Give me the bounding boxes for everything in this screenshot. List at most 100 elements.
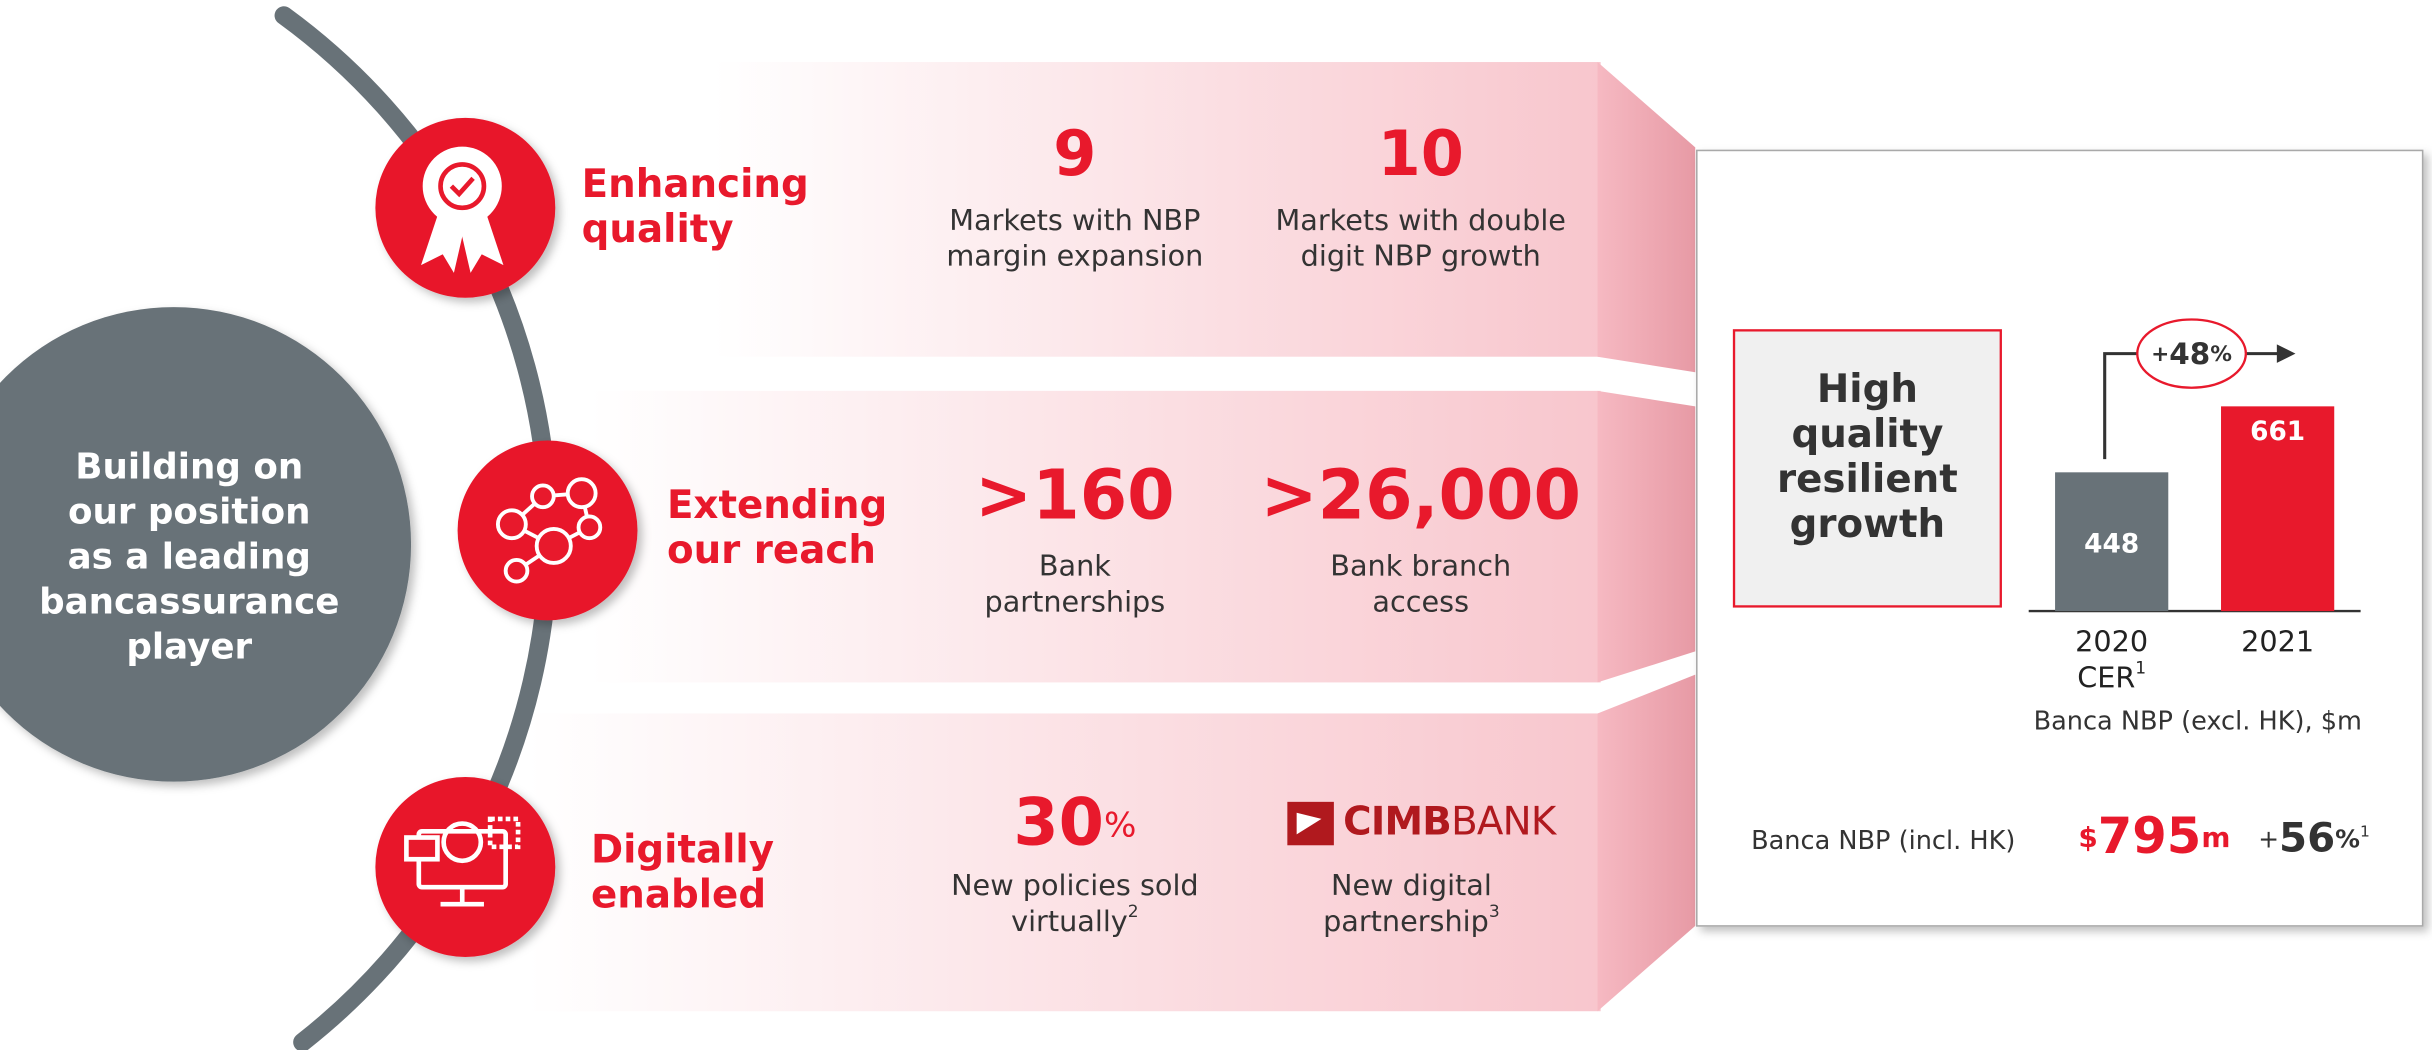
line: High bbox=[1817, 366, 1918, 411]
pillar-title: Digitally bbox=[591, 827, 774, 872]
icon-network bbox=[495, 477, 603, 584]
line: access bbox=[1372, 584, 1469, 618]
growth-badge bbox=[2136, 318, 2248, 389]
pillar-title: Extending bbox=[667, 483, 887, 528]
stat-value: >26,000 bbox=[1260, 456, 1580, 535]
line: resilient bbox=[1777, 456, 1958, 501]
bar-label: 448 bbox=[2084, 530, 2139, 560]
bar bbox=[2221, 406, 2335, 612]
pillar-title: quality bbox=[582, 207, 734, 252]
sublabel: CER bbox=[2077, 660, 2135, 694]
unit: % bbox=[2210, 342, 2232, 367]
center-text: our position bbox=[68, 491, 311, 532]
stat-value: 10 bbox=[1378, 117, 1464, 190]
band bbox=[713, 62, 1601, 357]
stat-caption: New digital bbox=[1331, 868, 1492, 902]
bar bbox=[2055, 472, 2169, 612]
stat-caption: Markets with double bbox=[1276, 203, 1566, 237]
growth-label: +48% bbox=[2151, 337, 2232, 371]
line: bancassurance bbox=[39, 581, 339, 622]
logo: CIMBBANK bbox=[1343, 799, 1558, 844]
band-side bbox=[1597, 674, 1696, 1012]
line: Building on bbox=[75, 446, 303, 487]
center-text: Building on bbox=[75, 446, 303, 487]
logo-light: BANK bbox=[1451, 799, 1558, 844]
line: virtually bbox=[1011, 904, 1128, 938]
center-text: player bbox=[126, 626, 252, 667]
icon-quality bbox=[421, 146, 504, 273]
line: New digital bbox=[1331, 868, 1492, 902]
logo-stripe bbox=[1296, 812, 1322, 835]
stat-caption: Bank branch bbox=[1330, 549, 1511, 583]
chart-caption: Banca NBP (excl. HK), $m bbox=[2034, 707, 2362, 737]
value: 795 bbox=[2098, 807, 2202, 865]
stat-caption: partnerships bbox=[985, 584, 1166, 618]
value: 30 bbox=[1013, 786, 1104, 861]
stat-caption: virtually2 bbox=[1011, 902, 1139, 938]
value: >160 bbox=[975, 456, 1175, 535]
bar-label: 661 bbox=[2250, 417, 2305, 447]
line: quality bbox=[1791, 411, 1943, 456]
center-circle bbox=[0, 307, 411, 782]
x-sublabel: CER1 bbox=[2077, 658, 2146, 694]
line: Markets with double bbox=[1276, 203, 1566, 237]
band-side bbox=[1597, 390, 1696, 683]
sign: + bbox=[2258, 825, 2279, 854]
total-growth: +56%1 bbox=[2258, 815, 2370, 862]
footnote: 1 bbox=[2360, 822, 2370, 840]
sign: + bbox=[2151, 342, 2169, 367]
stat-caption: New policies sold bbox=[951, 868, 1199, 902]
line: partnerships bbox=[985, 584, 1166, 618]
unit: m bbox=[2201, 821, 2230, 854]
line: Bank branch bbox=[1330, 549, 1511, 583]
line: Bank bbox=[1039, 549, 1111, 583]
highlight-box bbox=[1732, 329, 2002, 608]
footnote: 2 bbox=[1128, 902, 1139, 922]
box-text: quality bbox=[1791, 411, 1943, 456]
x-label: 2021 bbox=[2241, 625, 2314, 659]
x-label: 2020 bbox=[2075, 625, 2148, 659]
line: Digitally bbox=[591, 827, 774, 872]
line: partnership bbox=[1323, 904, 1489, 938]
footnote: 3 bbox=[1489, 902, 1500, 922]
stat-value: 30% bbox=[1013, 786, 1136, 861]
unit: % bbox=[2335, 825, 2360, 854]
icon-digital bbox=[404, 816, 521, 907]
line: our position bbox=[68, 491, 311, 532]
total-value: $795m bbox=[2078, 807, 2230, 865]
line: quality bbox=[582, 207, 734, 252]
pillar-title: Enhancing bbox=[582, 162, 809, 207]
value: 10 bbox=[1378, 117, 1464, 190]
band-side bbox=[1597, 62, 1696, 373]
stat-caption: Markets with NBP bbox=[949, 203, 1200, 237]
stat-caption: Bank bbox=[1039, 549, 1111, 583]
footnote: 1 bbox=[2135, 658, 2146, 678]
line: margin expansion bbox=[946, 238, 1203, 272]
box-text: High bbox=[1817, 366, 1918, 411]
stat-caption: digit NBP growth bbox=[1301, 238, 1541, 272]
line: growth bbox=[1790, 501, 1945, 546]
icon-circle bbox=[375, 777, 556, 957]
logo-bold: CIMB bbox=[1343, 799, 1451, 844]
box-text: resilient bbox=[1777, 456, 1958, 501]
prefix: $ bbox=[2078, 821, 2097, 854]
value: >26,000 bbox=[1260, 456, 1580, 535]
unit: % bbox=[1104, 805, 1136, 845]
band bbox=[589, 390, 1601, 683]
line: as a leading bbox=[68, 536, 311, 577]
line: Extending bbox=[667, 483, 887, 528]
value: 56 bbox=[2279, 815, 2335, 862]
value: 48 bbox=[2169, 337, 2210, 371]
center-text: as a leading bbox=[68, 536, 311, 577]
stat-caption: access bbox=[1372, 584, 1469, 618]
center-text: bancassurance bbox=[39, 581, 339, 622]
line: our reach bbox=[667, 528, 876, 573]
stat-caption: margin expansion bbox=[946, 238, 1203, 272]
line: Markets with NBP bbox=[949, 203, 1200, 237]
stat-value: 9 bbox=[1053, 117, 1096, 190]
pillar-title: enabled bbox=[591, 872, 766, 917]
line: player bbox=[126, 626, 252, 667]
line: enabled bbox=[591, 872, 766, 917]
